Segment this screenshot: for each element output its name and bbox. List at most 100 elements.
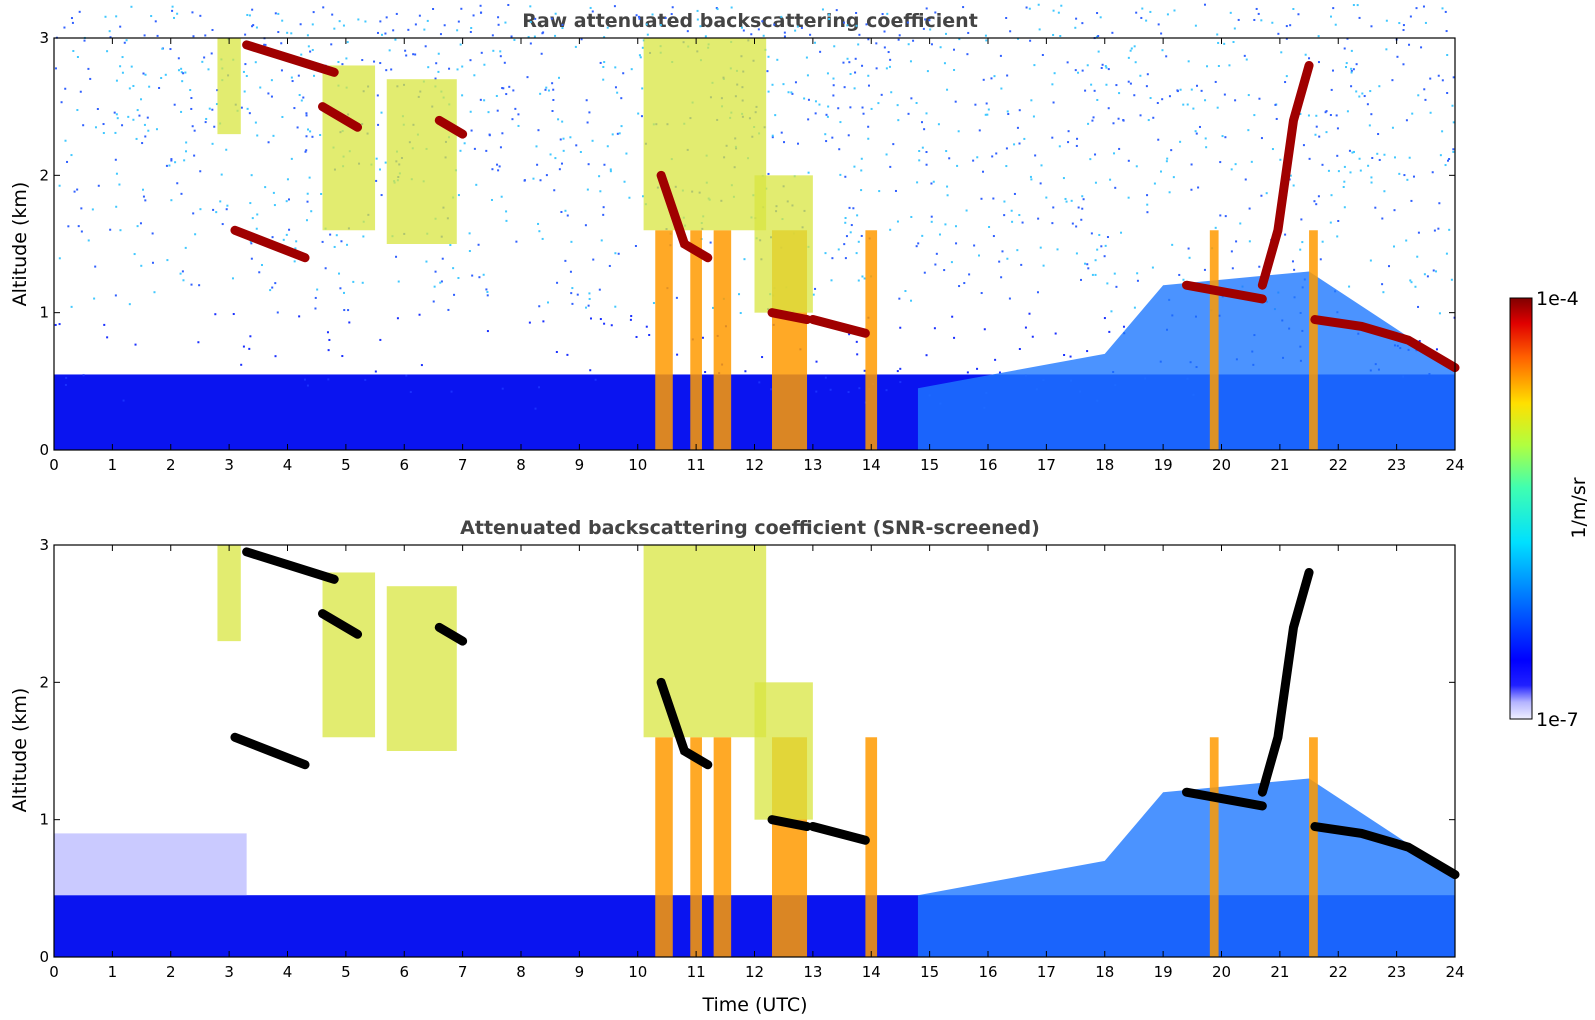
- x-tick-label: 2: [166, 963, 176, 981]
- cloud-base-line: [1257, 60, 1314, 290]
- cloud-region: [386, 79, 457, 244]
- x-tick-label: 18: [1095, 963, 1114, 981]
- x-tick-label: 21: [1270, 963, 1289, 981]
- panel-raw: Raw attenuated backscattering coefficien…: [9, 3, 1465, 474]
- panel-screened-title: Attenuated backscattering coefficient (S…: [460, 517, 1040, 539]
- cloud-base-line: [230, 225, 310, 263]
- x-tick-label: 20: [1212, 456, 1231, 474]
- cloud-base-line: [434, 622, 468, 646]
- cloud-base-line: [767, 815, 812, 832]
- x-tick-label: 15: [920, 456, 939, 474]
- x-tick-label: 8: [516, 963, 526, 981]
- panel-raw-title: Raw attenuated backscattering coefficien…: [522, 10, 978, 32]
- cloud-base-line: [1181, 280, 1267, 304]
- x-tick-label: 0: [49, 456, 59, 474]
- x-tick-label: 4: [283, 456, 293, 474]
- x-tick-label: 24: [1445, 963, 1464, 981]
- x-tick-label: 12: [745, 963, 764, 981]
- x-tick-label: 14: [862, 963, 881, 981]
- y-tick-label: 2: [39, 673, 49, 691]
- precip-column: [713, 230, 732, 450]
- x-tick-label: 9: [575, 456, 585, 474]
- x-tick-label: 4: [283, 963, 293, 981]
- x-tick-label: 23: [1387, 456, 1406, 474]
- colorbar-min-label: 1e-7: [1536, 709, 1579, 731]
- panel-raw-ylabel: Altitude (km): [9, 182, 31, 307]
- cloud-region: [643, 38, 767, 231]
- cloud-base-line: [318, 609, 363, 639]
- y-tick-label: 0: [39, 948, 49, 966]
- x-tick-label: 16: [978, 963, 997, 981]
- cloud-base-line: [808, 315, 870, 338]
- x-tick-label: 20: [1212, 963, 1231, 981]
- x-tick-label: 13: [803, 963, 822, 981]
- cloud-base-line: [1257, 567, 1314, 797]
- precip-column: [865, 230, 878, 450]
- x-tick-label: 5: [341, 456, 351, 474]
- x-tick-label: 3: [224, 963, 234, 981]
- panel-raw-ticks: 0 1 2 3 4 5 6 7 8 9 10 11 12 13 14 15 16 17 18 19 20 21 22 23 24…: [39, 29, 1464, 474]
- cloud-base-line: [1181, 787, 1267, 811]
- precip-column: [1309, 230, 1318, 450]
- cloud-base-line: [242, 547, 339, 584]
- x-tick-label: 6: [399, 456, 409, 474]
- cloud-base-line: [1310, 315, 1460, 373]
- cloud-base-line: [808, 822, 870, 845]
- x-tick-label: 6: [399, 963, 409, 981]
- x-tick-label: 2: [166, 456, 176, 474]
- x-tick-label: 1: [108, 456, 118, 474]
- precip-column: [1209, 230, 1219, 450]
- precip-column: [1209, 737, 1219, 957]
- x-tick-label: 18: [1095, 456, 1114, 474]
- panel-screened-plot-area: [54, 545, 1460, 957]
- x-tick-label: 9: [575, 963, 585, 981]
- x-tick-label: 22: [1329, 456, 1348, 474]
- cloud-region: [217, 545, 241, 642]
- x-tick-label: 10: [628, 963, 647, 981]
- cloud-region: [386, 586, 457, 751]
- x-tick-label: 12: [745, 456, 764, 474]
- y-tick-label: 3: [39, 536, 49, 554]
- x-tick-label: 17: [1037, 963, 1056, 981]
- x-tick-label: 13: [803, 456, 822, 474]
- x-tick-label: 16: [978, 456, 997, 474]
- y-tick-label: 3: [39, 29, 49, 47]
- cloud-region: [322, 65, 376, 231]
- x-tick-label: 14: [862, 456, 881, 474]
- x-tick-label: 10: [628, 456, 647, 474]
- x-tick-label: 7: [458, 963, 468, 981]
- x-tick-label: 3: [224, 456, 234, 474]
- x-tick-label: 1: [108, 963, 118, 981]
- panel-raw-plot-area: [54, 3, 1460, 450]
- precip-column: [690, 230, 702, 450]
- cloud-base-line: [767, 308, 812, 325]
- y-tick-label: 1: [39, 811, 49, 829]
- cloud-region: [643, 545, 767, 738]
- x-tick-label: 19: [1154, 456, 1173, 474]
- cloud-base-line: [1310, 822, 1460, 880]
- colorbar: 1e-4 1e-7 1/m/sr: [1509, 288, 1590, 731]
- cloud-region: [754, 682, 813, 820]
- x-tick-label: 11: [687, 963, 706, 981]
- colorbar-unit-label: 1/m/sr: [1568, 477, 1590, 538]
- x-tick-label: 24: [1445, 456, 1464, 474]
- cloud-base-line: [656, 677, 713, 770]
- precip-column: [713, 737, 732, 957]
- precip-column: [865, 737, 878, 957]
- x-tick-label: 11: [687, 456, 706, 474]
- precip-column: [655, 737, 673, 957]
- x-tick-label: 0: [49, 963, 59, 981]
- cloud-region: [754, 175, 813, 313]
- x-tick-label: 15: [920, 963, 939, 981]
- cloud-base-line: [230, 732, 310, 770]
- x-tick-label: 21: [1270, 456, 1289, 474]
- colorbar-gradient: [1509, 297, 1533, 720]
- cloud-region: [322, 572, 376, 738]
- cloud-base-line: [318, 102, 363, 132]
- panel-screened-ylabel: Altitude (km): [9, 688, 31, 813]
- panel-screened-ticks: 0 1 2 3 4 5 6 7 8 9 10 11 12 13 14 15 16 17 18 19 20 21 22 23 24…: [39, 536, 1464, 981]
- x-tick-label: 7: [458, 456, 468, 474]
- x-tick-label: 8: [516, 456, 526, 474]
- y-tick-label: 2: [39, 166, 49, 184]
